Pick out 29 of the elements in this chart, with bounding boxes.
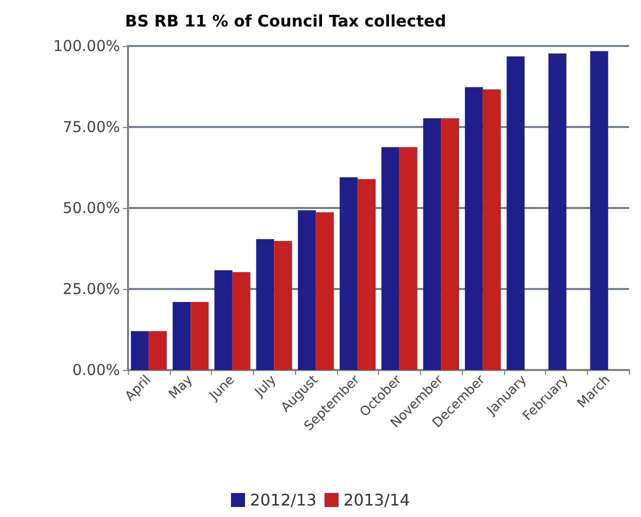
- bar: [441, 118, 460, 370]
- bar: [340, 177, 358, 370]
- y-tick-label: 75.00%: [62, 118, 120, 136]
- bar: [399, 147, 418, 370]
- bar: [548, 53, 566, 370]
- bar: [190, 302, 209, 370]
- bar: [232, 272, 250, 370]
- bar: [274, 241, 292, 370]
- bar: [358, 179, 376, 370]
- bar: [256, 239, 274, 370]
- bar: [590, 51, 608, 370]
- bar: [506, 56, 525, 370]
- bar: [148, 331, 167, 370]
- y-tick-label: 100.00%: [53, 37, 120, 55]
- y-tick-label: 50.00%: [62, 199, 120, 217]
- bar: [298, 210, 316, 370]
- y-tick-label: 0.00%: [72, 361, 120, 379]
- bar: [130, 331, 149, 370]
- chart-title: BS RB 11 % of Council Tax collected: [125, 12, 446, 30]
- bar: [214, 270, 232, 370]
- bar: [381, 147, 400, 370]
- bar: [423, 118, 442, 370]
- y-tick-label: 25.00%: [62, 280, 120, 298]
- bar: [172, 302, 191, 370]
- legend-label: 2013/14: [344, 490, 410, 510]
- legend-label: 2012/13: [250, 490, 316, 510]
- bar: [482, 89, 501, 370]
- bar: [464, 87, 483, 370]
- bar: [316, 212, 334, 370]
